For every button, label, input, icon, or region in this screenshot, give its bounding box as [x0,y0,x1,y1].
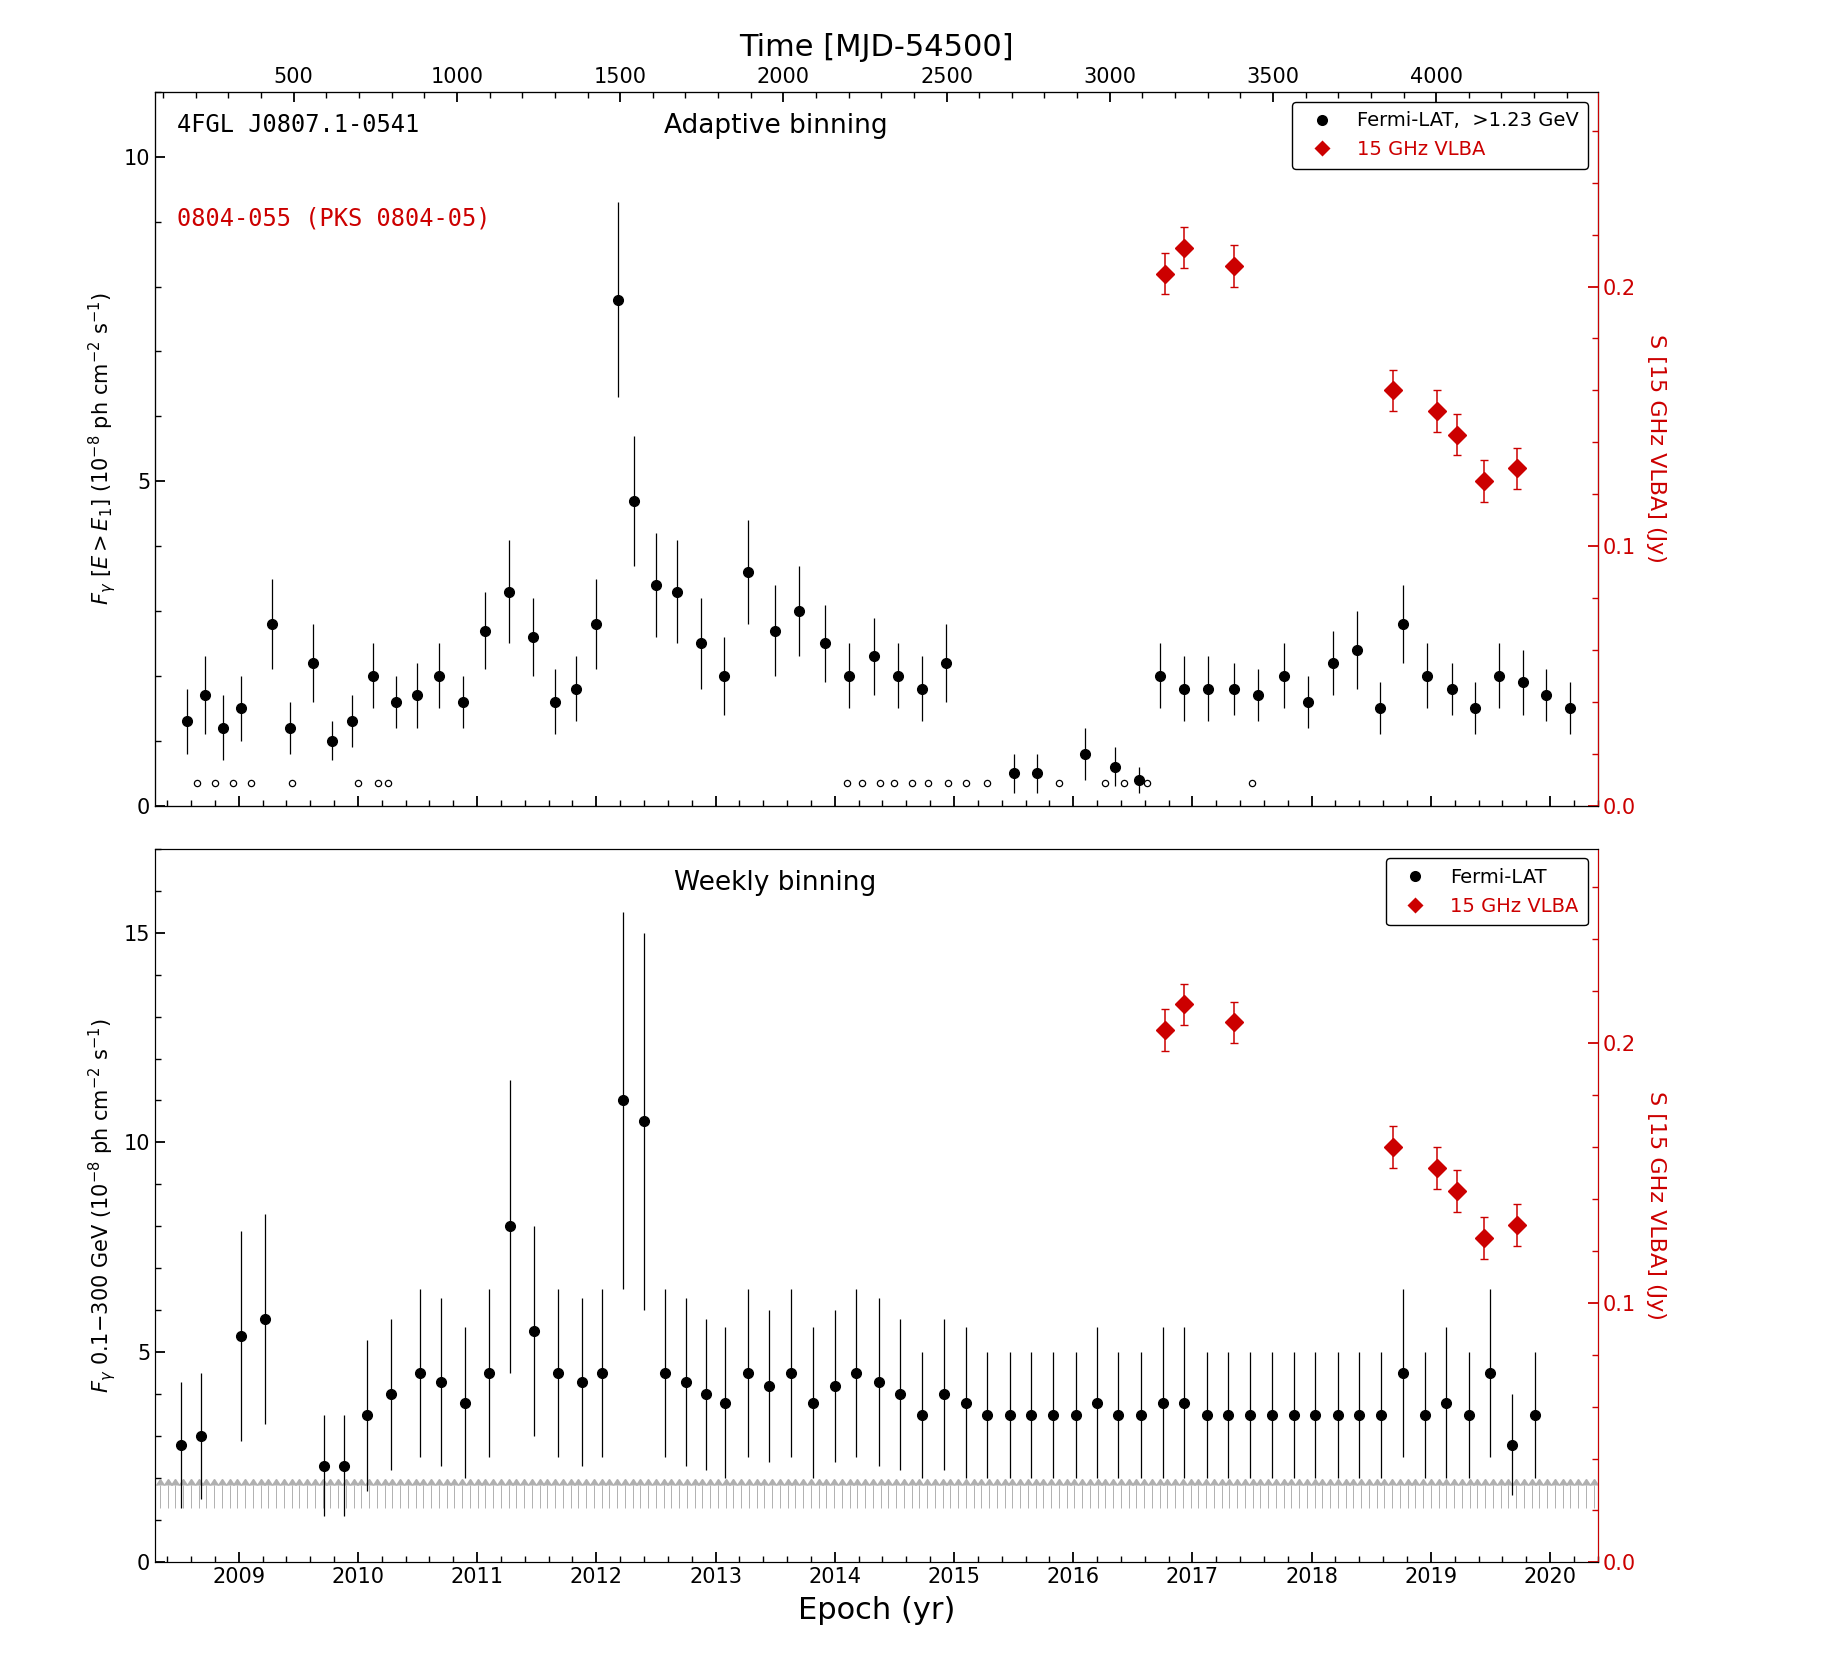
Text: Weekly binning: Weekly binning [674,871,876,896]
Legend: Fermi-LAT,  >1.23 GeV, 15 GHz VLBA: Fermi-LAT, >1.23 GeV, 15 GHz VLBA [1293,102,1589,169]
Legend: Fermi-LAT, 15 GHz VLBA: Fermi-LAT, 15 GHz VLBA [1386,859,1589,926]
Text: Adaptive binning: Adaptive binning [663,114,887,139]
Y-axis label: $F_{\gamma}\ [E{>}E_1]\ (10^{-8}\ \mathrm{ph}\ \mathrm{cm}^{-2}\ \mathrm{s}^{-1}: $F_{\gamma}\ [E{>}E_1]\ (10^{-8}\ \mathr… [86,292,119,605]
Text: 0804-055 (PKS 0804-05): 0804-055 (PKS 0804-05) [177,206,491,231]
Y-axis label: S [15 GHz VLBA] (Jy): S [15 GHz VLBA] (Jy) [1647,1091,1667,1320]
X-axis label: Epoch (yr): Epoch (yr) [798,1596,955,1624]
Y-axis label: $F_{\gamma}\ 0.1{-}300\ \mathrm{GeV}\ (10^{-8}\ \mathrm{ph}\ \mathrm{cm}^{-2}\ \: $F_{\gamma}\ 0.1{-}300\ \mathrm{GeV}\ (1… [86,1018,119,1394]
Text: 4FGL J0807.1-0541: 4FGL J0807.1-0541 [177,114,420,137]
X-axis label: Time [MJD-54500]: Time [MJD-54500] [740,33,1013,62]
Y-axis label: S [15 GHz VLBA] (Jy): S [15 GHz VLBA] (Jy) [1647,334,1667,563]
